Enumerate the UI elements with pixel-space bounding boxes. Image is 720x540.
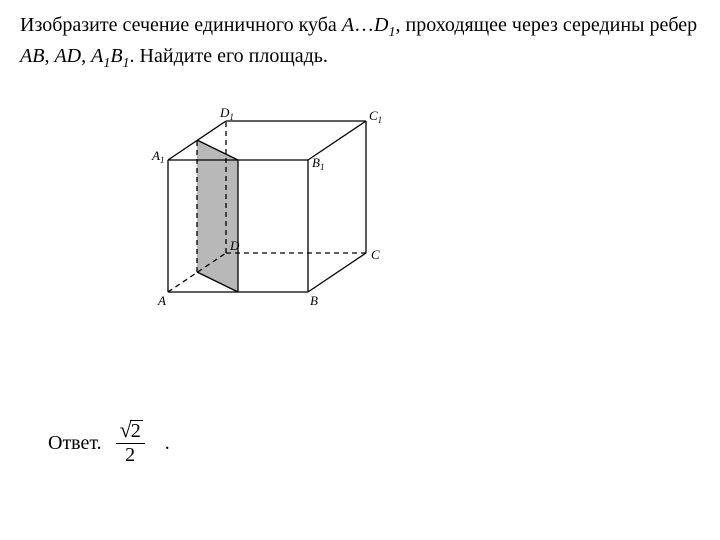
numerator: √ 2 bbox=[116, 420, 145, 442]
vertex-labels: A B C D A1 B1 C1 D1 bbox=[151, 105, 382, 308]
denominator: 2 bbox=[116, 445, 145, 466]
label-A1: A1 bbox=[151, 148, 164, 165]
cube-A: A bbox=[342, 14, 354, 36]
section-polygon bbox=[197, 140, 238, 292]
sub-1: 1 bbox=[123, 56, 130, 71]
cube-figure: A B C D A1 B1 C1 D1 bbox=[150, 105, 390, 320]
label-A: A bbox=[157, 293, 166, 308]
problem-statement: Изобразите сечение единичного куба A…D1,… bbox=[20, 12, 700, 74]
text: , проходящее через середины ребер bbox=[395, 14, 697, 36]
label-C1: C1 bbox=[369, 108, 382, 125]
edge-AB: AB bbox=[20, 45, 44, 67]
text: Изобразите сечение единичного куба bbox=[20, 14, 342, 36]
label-B: B bbox=[310, 293, 318, 308]
comma: , bbox=[81, 45, 91, 67]
radicand: 2 bbox=[130, 420, 143, 442]
text-suffix: . Найдите его площадь. bbox=[130, 45, 328, 67]
label-D1: D1 bbox=[219, 105, 234, 122]
trailing-dot: . bbox=[165, 432, 170, 455]
edge-AD: AD bbox=[54, 45, 81, 67]
sqrt-icon: √ 2 bbox=[118, 420, 143, 442]
answer-label: Ответ. bbox=[48, 432, 102, 455]
edge-B1: B bbox=[110, 45, 122, 67]
label-C: C bbox=[371, 247, 380, 262]
cube-D: D bbox=[374, 14, 388, 36]
label-D: D bbox=[229, 238, 240, 253]
label-B1: B1 bbox=[312, 155, 324, 172]
answer-row: Ответ. √ 2 2 . bbox=[48, 420, 170, 466]
answer-fraction: √ 2 2 bbox=[116, 420, 145, 466]
edge-A1: A bbox=[91, 45, 103, 67]
ellipsis: … bbox=[354, 14, 374, 36]
comma: , bbox=[44, 45, 54, 67]
